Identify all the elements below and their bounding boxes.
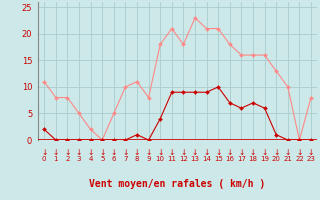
Text: ↓: ↓ <box>192 148 198 157</box>
Text: ↓: ↓ <box>180 148 187 157</box>
Text: ↓: ↓ <box>134 148 140 157</box>
Text: ↓: ↓ <box>215 148 221 157</box>
Text: ↓: ↓ <box>284 148 291 157</box>
Text: ↓: ↓ <box>111 148 117 157</box>
Text: ↓: ↓ <box>122 148 129 157</box>
Text: ↓: ↓ <box>87 148 94 157</box>
Text: ↓: ↓ <box>227 148 233 157</box>
Text: ↓: ↓ <box>64 148 71 157</box>
Text: ↓: ↓ <box>238 148 244 157</box>
Text: ↓: ↓ <box>99 148 105 157</box>
Text: ↓: ↓ <box>261 148 268 157</box>
Text: ↓: ↓ <box>308 148 314 157</box>
Text: ↓: ↓ <box>169 148 175 157</box>
Text: ↓: ↓ <box>157 148 164 157</box>
X-axis label: Vent moyen/en rafales ( km/h ): Vent moyen/en rafales ( km/h ) <box>90 179 266 189</box>
Text: ↓: ↓ <box>41 148 47 157</box>
Text: ↓: ↓ <box>273 148 279 157</box>
Text: ↓: ↓ <box>296 148 303 157</box>
Text: ↓: ↓ <box>204 148 210 157</box>
Text: ↓: ↓ <box>52 148 59 157</box>
Text: ↓: ↓ <box>76 148 82 157</box>
Text: ↓: ↓ <box>250 148 256 157</box>
Text: ↓: ↓ <box>145 148 152 157</box>
